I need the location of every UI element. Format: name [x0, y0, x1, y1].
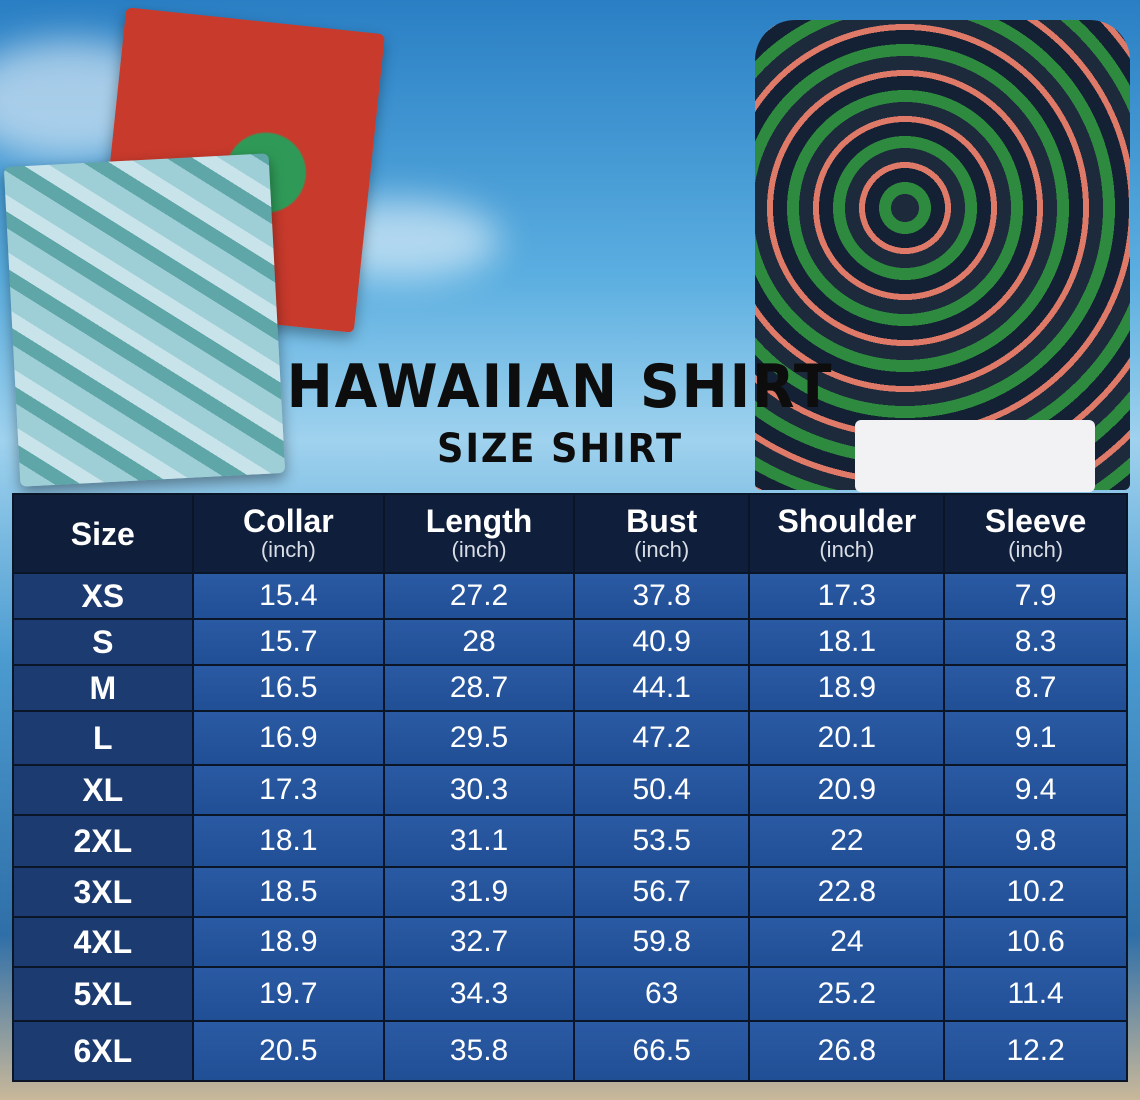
column-header-label: Collar — [243, 502, 334, 539]
value-cell: 17.3 — [748, 572, 946, 620]
value-cell: 34.3 — [383, 966, 575, 1022]
column-header-unit: (inch) — [260, 536, 316, 562]
size-cell: 2XL — [12, 814, 194, 868]
model-shirt-image — [755, 20, 1130, 490]
value-cell: 18.5 — [191, 866, 386, 918]
value-cell: 24 — [748, 916, 946, 968]
size-cell: 4XL — [12, 916, 194, 968]
value-cell: 59.8 — [572, 916, 751, 968]
size-cell: XS — [12, 572, 194, 620]
value-cell: 16.9 — [191, 710, 386, 766]
table-row: 4XL 18.9 32.7 59.8 24 10.6 — [12, 916, 1128, 968]
value-cell: 18.9 — [191, 916, 386, 968]
value-cell: 22 — [748, 814, 946, 868]
value-cell: 18.1 — [748, 618, 946, 666]
column-header-label: Bust — [626, 502, 698, 539]
column-header-unit: (inch) — [1008, 536, 1064, 562]
size-chart-table: Size Collar (inch) Length (inch) Bust (inch) Sh… — [12, 493, 1128, 1082]
table-row: M 16.5 28.7 44.1 18.9 8.7 — [12, 664, 1128, 712]
value-cell: 18.9 — [748, 664, 946, 712]
value-cell: 20.1 — [748, 710, 946, 766]
value-cell: 9.8 — [943, 814, 1128, 868]
value-cell: 30.3 — [383, 764, 575, 816]
value-cell: 22.8 — [748, 866, 946, 918]
table-row: S 15.7 28 40.9 18.1 8.3 — [12, 618, 1128, 666]
value-cell: 44.1 — [572, 664, 751, 712]
size-cell: XL — [12, 764, 194, 816]
value-cell: 28 — [383, 618, 575, 666]
column-header-label: Shoulder — [777, 502, 917, 539]
column-header-label: Size — [70, 515, 135, 552]
column-header-label: Length — [425, 502, 533, 539]
value-cell: 37.8 — [572, 572, 751, 620]
table-row: L 16.9 29.5 47.2 20.1 9.1 — [12, 710, 1128, 766]
value-cell: 66.5 — [572, 1020, 751, 1082]
value-cell: 8.7 — [943, 664, 1128, 712]
value-cell: 8.3 — [943, 618, 1128, 666]
model-pants-image — [855, 420, 1095, 492]
value-cell: 16.5 — [191, 664, 386, 712]
value-cell: 9.1 — [943, 710, 1128, 766]
table-row: 6XL 20.5 35.8 66.5 26.8 12.2 — [12, 1020, 1128, 1082]
value-cell: 63 — [572, 966, 751, 1022]
page-title: HAWAIIAN SHIRT — [286, 352, 834, 422]
value-cell: 17.3 — [191, 764, 386, 816]
column-header-label: Sleeve — [984, 502, 1087, 539]
column-header-unit: (inch) — [634, 536, 690, 562]
size-cell: M — [12, 664, 194, 712]
value-cell: 29.5 — [383, 710, 575, 766]
table-row: 3XL 18.5 31.9 56.7 22.8 10.2 — [12, 866, 1128, 918]
size-cell: 6XL — [12, 1020, 194, 1082]
column-header: Shoulder (inch) — [748, 493, 946, 574]
column-header-unit: (inch) — [451, 536, 507, 562]
column-header: Collar (inch) — [191, 493, 386, 574]
value-cell: 27.2 — [383, 572, 575, 620]
value-cell: 56.7 — [572, 866, 751, 918]
size-cell: S — [12, 618, 194, 666]
table-row: 2XL 18.1 31.1 53.5 22 9.8 — [12, 814, 1128, 868]
column-header: Size — [12, 493, 194, 574]
column-header: Bust (inch) — [572, 493, 751, 574]
value-cell: 10.2 — [943, 866, 1128, 918]
value-cell: 26.8 — [748, 1020, 946, 1082]
column-header-unit: (inch) — [819, 536, 875, 562]
value-cell: 32.7 — [383, 916, 575, 968]
value-cell: 31.9 — [383, 866, 575, 918]
value-cell: 15.4 — [191, 572, 386, 620]
value-cell: 9.4 — [943, 764, 1128, 816]
table-row: 5XL 19.7 34.3 63 25.2 11.4 — [12, 966, 1128, 1022]
value-cell: 12.2 — [943, 1020, 1128, 1082]
value-cell: 31.1 — [383, 814, 575, 868]
value-cell: 18.1 — [191, 814, 386, 868]
value-cell: 35.8 — [383, 1020, 575, 1082]
value-cell: 20.5 — [191, 1020, 386, 1082]
table-row: XS 15.4 27.2 37.8 17.3 7.9 — [12, 572, 1128, 620]
value-cell: 10.6 — [943, 916, 1128, 968]
value-cell: 28.7 — [383, 664, 575, 712]
size-cell: 3XL — [12, 866, 194, 918]
table-row: XL 17.3 30.3 50.4 20.9 9.4 — [12, 764, 1128, 816]
size-cell: L — [12, 710, 194, 766]
value-cell: 53.5 — [572, 814, 751, 868]
page-subtitle: SIZE SHIRT — [436, 426, 684, 472]
value-cell: 25.2 — [748, 966, 946, 1022]
value-cell: 20.9 — [748, 764, 946, 816]
value-cell: 11.4 — [943, 966, 1128, 1022]
value-cell: 7.9 — [943, 572, 1128, 620]
column-header: Length (inch) — [383, 493, 575, 574]
value-cell: 15.7 — [191, 618, 386, 666]
value-cell: 47.2 — [572, 710, 751, 766]
value-cell: 50.4 — [572, 764, 751, 816]
size-cell: 5XL — [12, 966, 194, 1022]
value-cell: 19.7 — [191, 966, 386, 1022]
value-cell: 40.9 — [572, 618, 751, 666]
column-header: Sleeve (inch) — [943, 493, 1128, 574]
